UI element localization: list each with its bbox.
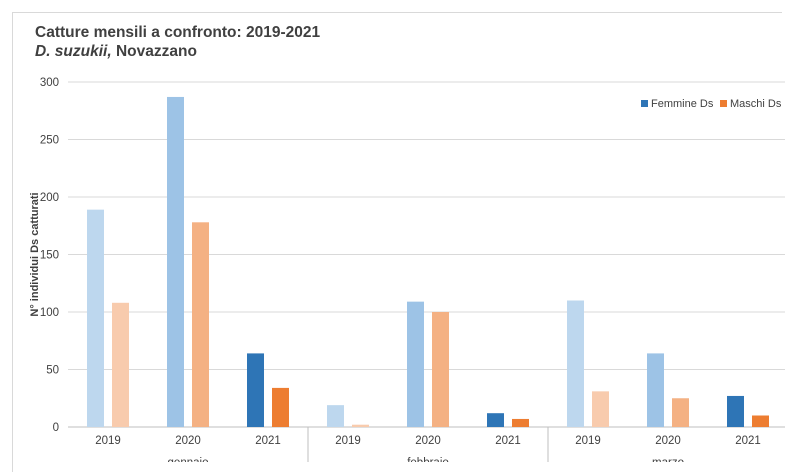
bar-maschi (432, 312, 449, 427)
x-tick-label: 2021 (495, 435, 521, 447)
x-group-label: gennaio (168, 457, 209, 462)
bar-femmine (167, 96, 184, 427)
bar-maschi (112, 302, 129, 427)
x-group-label: marzo (652, 457, 684, 462)
x-tick-label: 2021 (735, 435, 761, 447)
chart-subtitle: D. suzukii, Novazzano (35, 43, 197, 61)
x-tick-label: 2020 (175, 435, 201, 447)
bar-femmine (407, 301, 424, 427)
chart-title: Catture mensili a confronto: 2019-2021 (35, 24, 321, 41)
x-tick-label: 2019 (335, 435, 361, 447)
bar-maschi (672, 398, 689, 427)
y-tick-label: 150 (40, 250, 59, 262)
bar-femmine (487, 413, 504, 427)
y-tick-label: 100 (40, 307, 59, 319)
bar-femmine (327, 405, 344, 427)
bar-maschi (512, 418, 529, 427)
legend-swatch (641, 100, 648, 107)
x-tick-label: 2019 (95, 435, 121, 447)
bar-maschi (272, 387, 289, 427)
bar-femmine (247, 353, 264, 427)
bar-maschi (192, 222, 209, 427)
legend-swatch (720, 100, 727, 107)
chart-frame (12, 12, 782, 472)
legend-label: Maschi Ds (730, 98, 782, 110)
y-tick-label: 300 (40, 77, 59, 89)
y-tick-label: 200 (40, 192, 59, 204)
bar-femmine (727, 395, 744, 427)
x-tick-label: 2020 (415, 435, 441, 447)
y-tick-label: 50 (46, 365, 59, 377)
bar-maschi (752, 415, 769, 427)
bar-maschi (592, 391, 609, 427)
x-group-label: febbraio (407, 457, 449, 462)
bar-maschi (352, 424, 369, 427)
x-tick-label: 2020 (655, 435, 681, 447)
legend-label: Femmine Ds (651, 98, 714, 110)
bar-chart: 0 50 100 150 200 250 300 N° individui Ds cattur… (29, 77, 785, 462)
subtitle-species: D. suzukii, (35, 43, 112, 60)
bar-femmine (567, 300, 584, 427)
subtitle-place: Novazzano (115, 43, 197, 60)
x-tick-label: 2021 (255, 435, 281, 447)
x-tick-label: 2019 (575, 435, 601, 447)
bar-femmine (647, 353, 664, 427)
y-tick-label: 0 (53, 422, 59, 434)
y-tick-label: 250 (40, 135, 59, 147)
y-axis-label: N° individui Ds catturati (29, 192, 41, 316)
bar-femmine (87, 209, 104, 427)
